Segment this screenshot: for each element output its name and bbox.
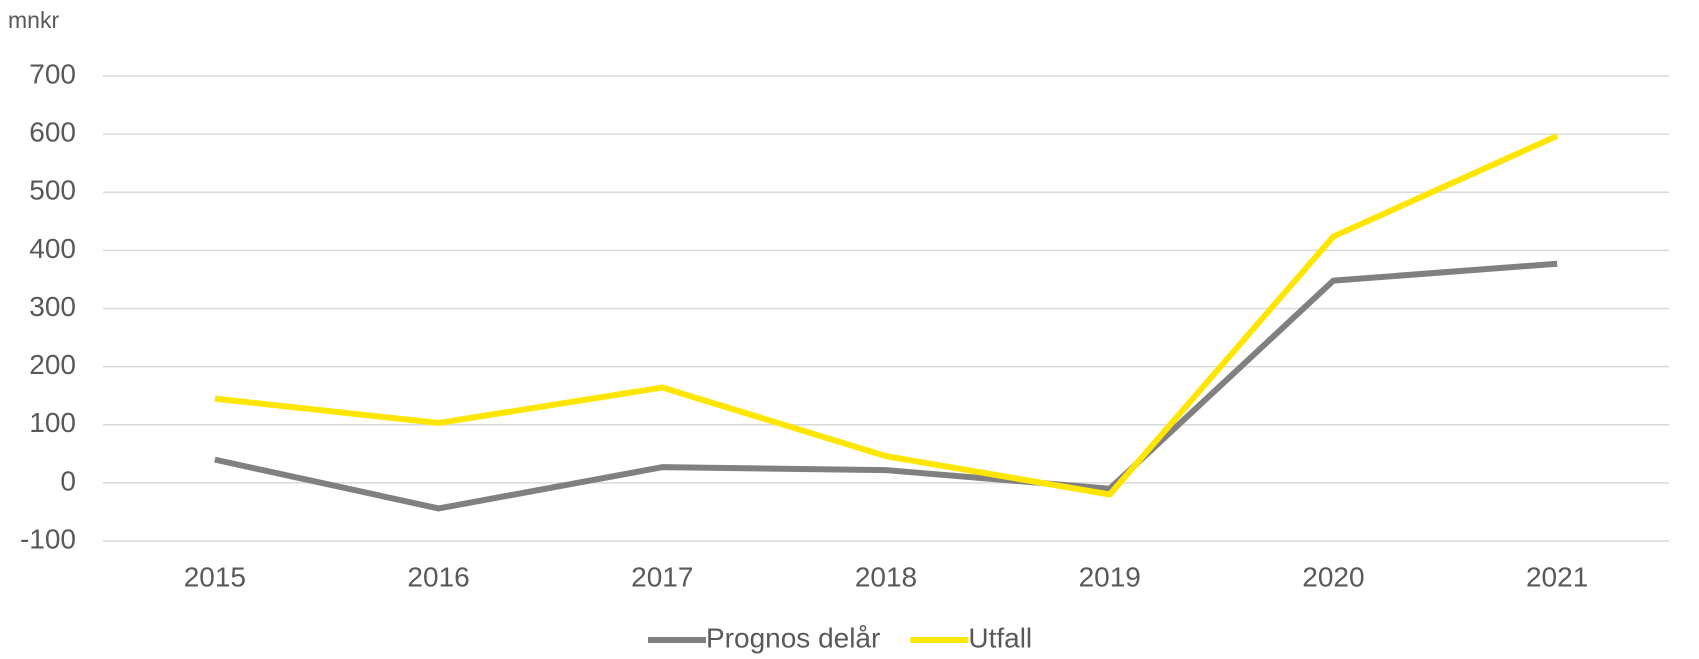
y-tick-label: 0 [60,465,76,496]
line-series [214,260,1558,512]
x-tick-label: 2019 [1079,561,1141,592]
y-tick-label: 300 [29,291,76,322]
y-tick-label: 200 [29,349,76,380]
y-tick-label: 100 [29,407,76,438]
legend-label: Utfall [968,622,1032,653]
y-tick-label: -100 [20,523,76,554]
y-tick-label: 500 [29,175,76,206]
x-tick-label: 2020 [1302,561,1364,592]
legend: Prognos delår Utfall [648,622,1032,653]
y-axis-label: mnkr [8,7,59,33]
y-tick-label: 400 [29,233,76,264]
y-tick-label: 700 [29,58,76,89]
x-tick-label: 2021 [1526,561,1588,592]
legend-label: Prognos delår [706,622,880,653]
x-tick-label: 2015 [184,561,246,592]
x-tick-label: 2016 [407,561,469,592]
x-tick-label: 2017 [631,561,693,592]
x-tick-label: 2018 [855,561,917,592]
y-tick-label: 600 [29,117,76,148]
line-series [214,133,1559,498]
